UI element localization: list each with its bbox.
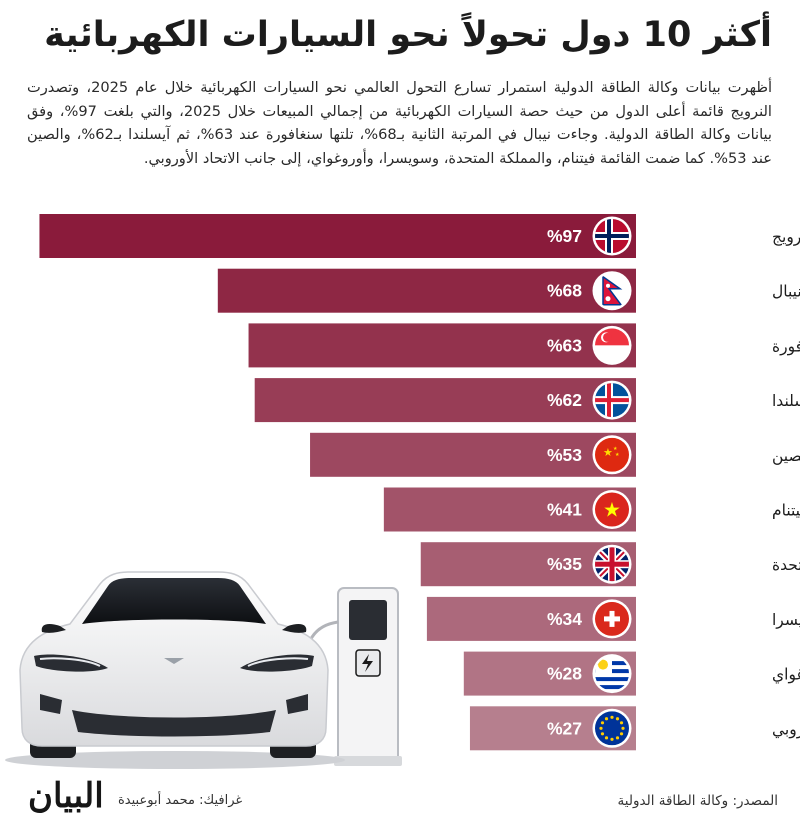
- electric-car-illustration: [5, 571, 402, 769]
- bar-row: %97 النرويج: [39, 214, 800, 258]
- bar-row: %34 سويسرا: [426, 596, 800, 641]
- value-label: %41: [547, 500, 582, 520]
- category-label: الصين: [772, 447, 800, 465]
- value-label: %27: [547, 718, 582, 738]
- value-label: %68: [547, 281, 582, 301]
- source-note: المصدر: وكالة الطاقة الدولية: [617, 793, 778, 809]
- category-label: النرويج: [772, 228, 800, 247]
- singapore-flag-icon: [595, 328, 629, 363]
- category-label: نيبال: [772, 283, 800, 301]
- value-label: %53: [547, 445, 582, 465]
- svg-text:★: ★: [615, 452, 620, 458]
- bar-row: ★ %41 فيتنام: [383, 487, 800, 532]
- category-label: سويسرا: [772, 611, 800, 629]
- charging-station-icon: [304, 587, 402, 766]
- bar-row: ★★★ %53 الصين: [310, 432, 800, 477]
- value-label: %35: [547, 554, 582, 574]
- bars-layer: %97 النرويج %68 نيبال %63 سنغافورة %62 آيسلندا ★…: [39, 214, 800, 751]
- category-label: أوروغواي: [772, 664, 800, 685]
- category-label: سنغافورة: [772, 337, 800, 355]
- category-label: المملكة المتحدة: [772, 556, 800, 574]
- value-label: %63: [547, 335, 582, 355]
- bar: [248, 323, 637, 368]
- bar-row: %62 آيسلندا: [254, 378, 800, 423]
- albayan-logo: البيان: [28, 776, 104, 816]
- nepal-flag-icon: [595, 273, 629, 308]
- category-label: الاتحاد الأوروبي: [772, 719, 800, 739]
- bar-row: %27 الاتحاد الأوروبي: [469, 706, 800, 751]
- china-flag-icon: ★ ★★: [595, 437, 629, 472]
- category-label: فيتنام: [772, 502, 800, 520]
- value-label: %62: [547, 390, 582, 410]
- graphic-credit: غرافيك: محمد أبوعبيدة: [118, 793, 243, 808]
- switzerland-flag-icon: [595, 601, 629, 636]
- uruguay-flag-icon: [595, 656, 629, 691]
- bar-row: %68 نيبال: [217, 268, 800, 313]
- intro-paragraph: أظهرت بيانات وكالة الطاقة الدولية استمرا…: [27, 79, 772, 167]
- svg-text:★: ★: [603, 498, 621, 522]
- bar: [39, 214, 636, 258]
- svg-text:★: ★: [613, 446, 618, 452]
- bar-row: %63 سنغافورة: [248, 323, 800, 368]
- svg-text:★: ★: [603, 446, 613, 459]
- bar-row: %35 المملكة المتحدة: [420, 542, 800, 587]
- vietnam-flag-icon: ★: [595, 492, 629, 527]
- eu-flag-icon: [595, 711, 629, 746]
- value-label: %34: [547, 609, 582, 629]
- bar: [254, 378, 636, 423]
- page-title: أكثر 10 دول تحولاً نحو السيارات الكهربائ…: [44, 15, 772, 55]
- bar: [310, 432, 636, 477]
- norway-flag-icon: [595, 219, 629, 253]
- uk-flag-icon: [595, 547, 629, 582]
- bar-chart: %97 النرويج %68 نيبال %63 سنغافورة %62 آيسلندا ★…: [39, 214, 800, 751]
- value-label: %97: [547, 226, 582, 246]
- iceland-flag-icon: [595, 383, 629, 418]
- bar-row: %28 أوروغواي: [463, 651, 800, 696]
- bar: [217, 268, 637, 313]
- category-label: آيسلندا: [772, 391, 800, 410]
- value-label: %28: [547, 664, 582, 684]
